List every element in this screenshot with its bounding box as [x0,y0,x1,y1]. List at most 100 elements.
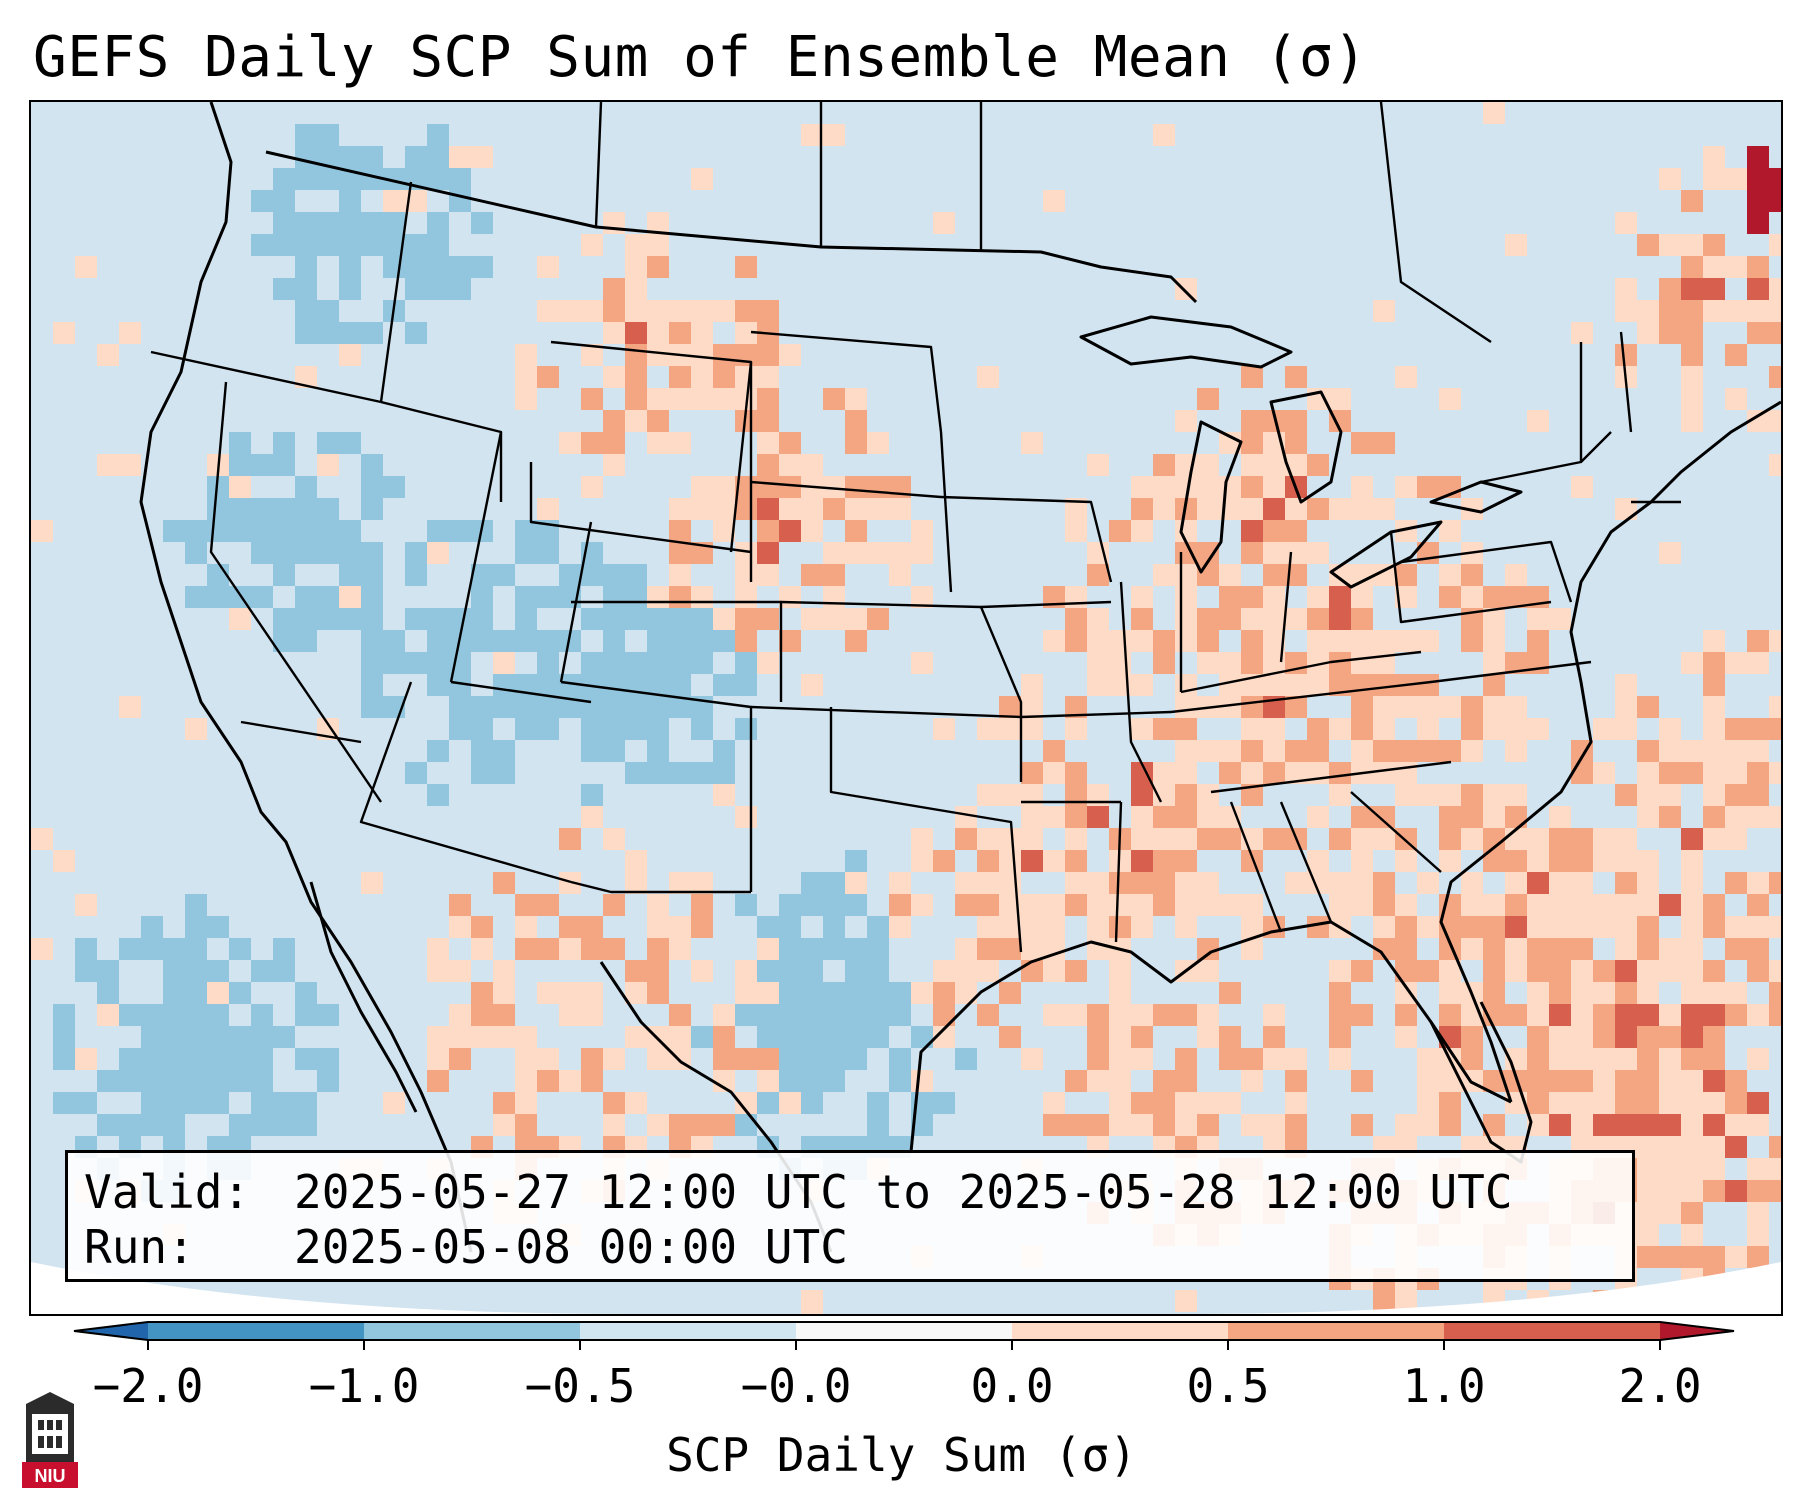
anomaly-cell [603,278,625,300]
anomaly-cell [581,1070,603,1092]
anomaly-cell [339,608,361,630]
anomaly-cell [735,586,757,608]
anomaly-cell [757,1092,779,1114]
anomaly-cell [1329,1004,1351,1026]
anomaly-cell [1637,982,1659,1004]
anomaly-cell [1571,916,1593,938]
anomaly-cell [1307,498,1329,520]
anomaly-cell [581,938,603,960]
anomaly-cell [1681,960,1703,982]
anomaly-cell [119,322,141,344]
anomaly-cell [471,1004,493,1026]
anomaly-cell [1065,520,1087,542]
anomaly-cell [735,564,757,586]
anomaly-cell [1725,938,1747,960]
anomaly-cell [1417,1114,1439,1136]
anomaly-cell [647,982,669,1004]
anomaly-cell [31,520,53,542]
anomaly-cell [1175,762,1197,784]
anomaly-cell [779,960,801,982]
anomaly-cell [889,982,911,1004]
anomaly-cell [1615,212,1637,234]
anomaly-cell [1351,828,1373,850]
anomaly-cell [1637,938,1659,960]
anomaly-cell [1527,916,1549,938]
anomaly-cell [383,476,405,498]
anomaly-cell [339,146,361,168]
anomaly-cell [1615,278,1637,300]
anomaly-cell [779,1026,801,1048]
anomaly-cell [1263,1114,1285,1136]
anomaly-cell [889,1048,911,1070]
anomaly-cell [1197,1092,1219,1114]
anomaly-cell [1285,520,1307,542]
anomaly-cell [1373,872,1395,894]
anomaly-cell [867,432,889,454]
anomaly-cell [1263,476,1285,498]
anomaly-cell [867,916,889,938]
anomaly-cell [1461,828,1483,850]
anomaly-cell [1021,718,1043,740]
anomaly-cell [119,938,141,960]
anomaly-cell [1615,1114,1637,1136]
anomaly-cell [1241,1114,1263,1136]
colorbar-bin [1444,1322,1661,1340]
anomaly-cell [1241,410,1263,432]
anomaly-cell [1439,520,1461,542]
anomaly-cell [1571,1026,1593,1048]
anomaly-cell [1175,872,1197,894]
niu-logo-icon: NIU [22,1392,78,1488]
anomaly-cell [757,916,779,938]
anomaly-cell [647,344,669,366]
anomaly-cell [1329,982,1351,1004]
anomaly-cell [1483,586,1505,608]
anomaly-cell [1087,806,1109,828]
anomaly-cell [1373,696,1395,718]
anomaly-cell [1527,828,1549,850]
anomaly-cell [405,278,427,300]
anomaly-cell [1131,894,1153,916]
anomaly-cell [1549,1092,1571,1114]
anomaly-cell [1197,498,1219,520]
anomaly-cell [1087,1114,1109,1136]
anomaly-cell [1461,586,1483,608]
anomaly-cell [185,1004,207,1026]
anomaly-cell [801,1070,823,1092]
anomaly-cell [1307,806,1329,828]
anomaly-cell [1153,784,1175,806]
anomaly-cell [999,916,1021,938]
anomaly-cell [75,1092,97,1114]
anomaly-cell [317,1048,339,1070]
anomaly-cell [977,916,999,938]
anomaly-cell [405,322,427,344]
anomaly-cell [1329,652,1351,674]
anomaly-cell [295,1092,317,1114]
anomaly-cell [581,784,603,806]
anomaly-cell [1659,542,1681,564]
anomaly-cell [1395,960,1417,982]
anomaly-cell [1461,894,1483,916]
anomaly-cell [1417,674,1439,696]
colorbar-extend-low [74,1322,148,1340]
anomaly-cell [471,630,493,652]
anomaly-cell [911,1070,933,1092]
anomaly-cell [317,168,339,190]
anomaly-cell [339,586,361,608]
anomaly-cell [1153,850,1175,872]
anomaly-cell [845,1004,867,1026]
anomaly-cell [1483,784,1505,806]
anomaly-cell [295,146,317,168]
anomaly-cell [889,498,911,520]
anomaly-cell [1527,1048,1549,1070]
anomaly-cell [1263,828,1285,850]
anomaly-cell [537,498,559,520]
anomaly-cell [1065,498,1087,520]
anomaly-cell [1329,630,1351,652]
anomaly-cell [1153,476,1175,498]
anomaly-cell [801,608,823,630]
anomaly-cell [999,1026,1021,1048]
anomaly-cell [1703,982,1725,1004]
anomaly-cell [1021,1048,1043,1070]
anomaly-cell [801,498,823,520]
anomaly-cell [1615,982,1637,1004]
